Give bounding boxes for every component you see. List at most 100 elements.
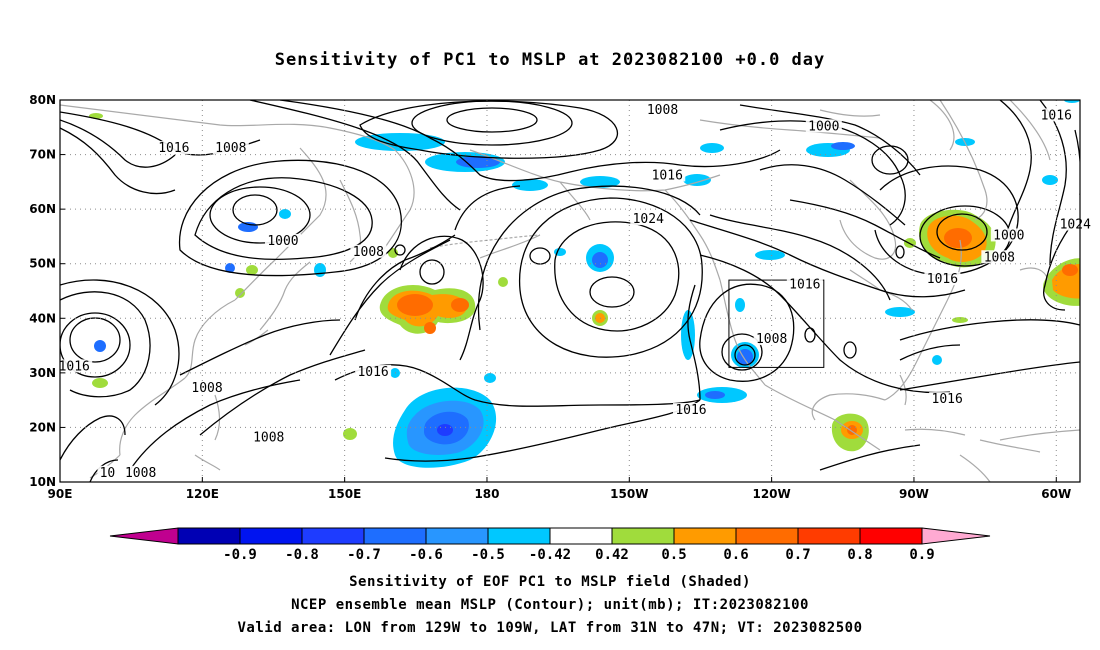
lat-tick-label: 60N bbox=[29, 202, 56, 216]
lat-tick-label: 10N bbox=[29, 475, 56, 489]
colorbar-label: 0.7 bbox=[785, 547, 810, 563]
caption-valid-area: Valid area: LON from 129W to 109W, LAT f… bbox=[237, 620, 863, 636]
contour-label-bg bbox=[644, 102, 681, 116]
lon-tick-label: 90W bbox=[899, 487, 929, 501]
lat-tick-label: 50N bbox=[29, 257, 56, 271]
colorbar-label: -0.5 bbox=[471, 547, 505, 563]
colorbar-label: 0.5 bbox=[661, 547, 686, 563]
lon-tick-label: 180 bbox=[474, 487, 499, 501]
contour-label: 1008 bbox=[191, 381, 222, 396]
contour-label-bg bbox=[630, 212, 667, 226]
colorbar-segment bbox=[549, 527, 613, 545]
caption-shading: Sensitivity of EOF PC1 to MSLP field (Sh… bbox=[349, 574, 751, 590]
lat-tick-label: 30N bbox=[29, 366, 56, 380]
lon-tick-label: 150W bbox=[610, 487, 648, 501]
contour-label-bg bbox=[350, 244, 387, 258]
colorbar-label: 0.42 bbox=[595, 547, 629, 563]
colorbar-segment bbox=[363, 527, 427, 545]
colorbar-segment bbox=[859, 527, 923, 545]
contour-label: 1008 bbox=[125, 466, 156, 481]
colorbar-label: -0.7 bbox=[347, 547, 381, 563]
contour-label-bg bbox=[672, 403, 709, 417]
contour-label-bg bbox=[649, 168, 686, 182]
lon-tick-label: 60W bbox=[1041, 487, 1071, 501]
contour-label-bg bbox=[753, 332, 790, 346]
colorbar-label: -0.8 bbox=[285, 547, 319, 563]
caption-contour: NCEP ensemble mean MSLP (Contour); unit(… bbox=[291, 597, 809, 613]
contour-label-bg bbox=[264, 233, 301, 247]
colorbar-segment bbox=[673, 527, 737, 545]
contour-label: 1008 bbox=[353, 245, 384, 260]
contour-label-bg bbox=[97, 465, 118, 479]
contour-label-bg bbox=[250, 430, 287, 444]
contour-label-bg bbox=[212, 141, 249, 155]
map-frame bbox=[59, 99, 1081, 483]
contour-label-bg bbox=[981, 250, 1018, 264]
colorbar-segment bbox=[239, 527, 303, 545]
contour-label-bg bbox=[155, 141, 192, 155]
colorbar-segment bbox=[735, 527, 799, 545]
contour-label: 1016 bbox=[652, 168, 683, 183]
colorbar-arrow-low bbox=[109, 527, 179, 545]
contour-label: 1024 bbox=[633, 212, 664, 227]
contour-label: 1016 bbox=[357, 365, 388, 380]
colorbar-segment bbox=[301, 527, 365, 545]
contour-label: 1024 bbox=[1060, 218, 1091, 233]
contour-label-bg bbox=[189, 381, 226, 395]
colorbar-segment bbox=[177, 527, 241, 545]
contour-label-bg bbox=[56, 359, 93, 373]
lon-tick-label: 120E bbox=[186, 487, 219, 501]
contour-label-bg bbox=[1057, 217, 1094, 231]
contour-label-bg bbox=[805, 119, 842, 133]
axis-labels: 90E 120E 150E 180 150W 120W 90W 60W 10N 20N 30N 40N… bbox=[29, 93, 1071, 501]
mslp-contours bbox=[60, 100, 1080, 482]
lat-lon-grid bbox=[60, 100, 1080, 482]
contour-label: 1000 bbox=[993, 228, 1024, 243]
contour-label-bg bbox=[1038, 108, 1075, 122]
contour-label-bg bbox=[355, 364, 392, 378]
contour-label: 1008 bbox=[984, 250, 1015, 265]
contour-label: 1016 bbox=[932, 392, 963, 407]
contour-label: 1000 bbox=[808, 119, 839, 134]
lon-tick-label: 120W bbox=[752, 487, 790, 501]
contour-label: 1016 bbox=[59, 359, 90, 374]
colorbar-segment bbox=[487, 527, 551, 545]
colorbar-label: -0.9 bbox=[223, 547, 257, 563]
lon-tick-label: 90E bbox=[48, 487, 73, 501]
contour-label: 1016 bbox=[158, 141, 189, 156]
contour-label: 1016 bbox=[675, 403, 706, 418]
contour-label-bg bbox=[122, 465, 159, 479]
contour-label-bg bbox=[929, 392, 966, 406]
contour-labels: 1016 1008 1000 1008 1008 1016 1024 1000 1016 1024… bbox=[56, 102, 1094, 481]
contour-label: 1000 bbox=[267, 234, 298, 249]
lat-tick-label: 40N bbox=[29, 311, 56, 325]
contour-label: 1008 bbox=[647, 103, 678, 118]
contour-label: 1008 bbox=[756, 332, 787, 347]
contour-label: 1016 bbox=[789, 278, 820, 293]
colorbar-label: -0.42 bbox=[529, 547, 571, 563]
lon-tick-label: 150E bbox=[328, 487, 361, 501]
colorbar-segment bbox=[611, 527, 675, 545]
colorbar-segment bbox=[797, 527, 861, 545]
colorbar-segment bbox=[425, 527, 489, 545]
colorbar-label: 0.6 bbox=[723, 547, 748, 563]
colorbar-label: 0.9 bbox=[909, 547, 934, 563]
contour-label: 10 bbox=[100, 466, 116, 481]
contour-label: 1016 bbox=[927, 272, 958, 287]
valid-area-box bbox=[728, 279, 825, 368]
contour-label: 1008 bbox=[215, 141, 246, 156]
contour-label: 1016 bbox=[1041, 108, 1072, 123]
map-title: Sensitivity of PC1 to MSLP at 2023082100… bbox=[274, 50, 826, 70]
colorbar-label: 0.8 bbox=[847, 547, 872, 563]
lat-tick-label: 70N bbox=[29, 148, 56, 162]
colorbar: -0.9 -0.8 -0.7 -0.6 -0.5 -0.42 0.42 0.5 0.6 0.7 0.… bbox=[109, 527, 991, 563]
contour-label-bg bbox=[786, 277, 823, 291]
contour-label: 1008 bbox=[253, 430, 284, 445]
contour-label-bg bbox=[924, 272, 961, 286]
lat-tick-label: 20N bbox=[29, 420, 56, 434]
contour-label-bg bbox=[990, 228, 1027, 242]
coastlines bbox=[60, 100, 1080, 482]
colorbar-arrow-high bbox=[921, 527, 991, 545]
lat-tick-label: 80N bbox=[29, 93, 56, 107]
